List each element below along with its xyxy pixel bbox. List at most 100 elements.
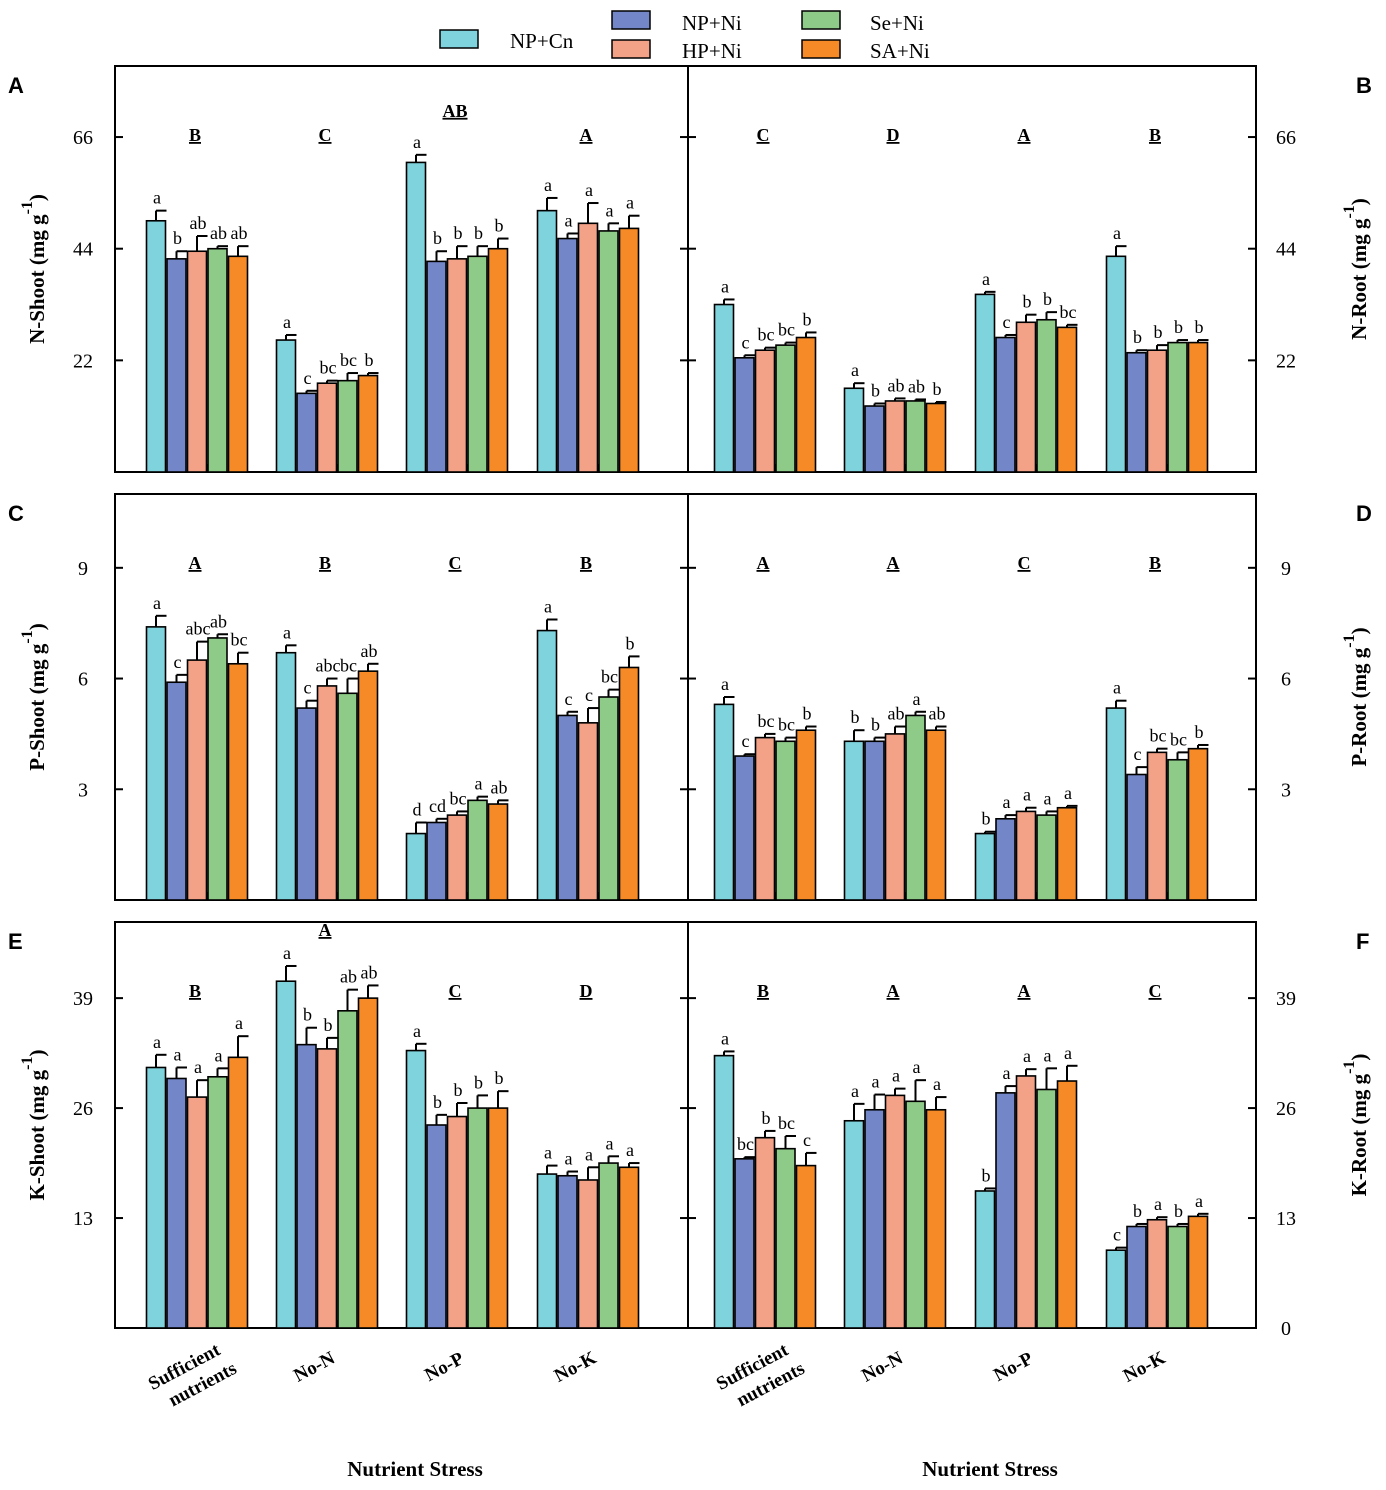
- bar: [357, 374, 379, 473]
- bar: [337, 692, 358, 901]
- x-category-label: No-K: [551, 1347, 600, 1386]
- x-category-label: No-P: [421, 1348, 468, 1386]
- panel-letter: E: [8, 929, 23, 954]
- group-letter: B: [189, 125, 201, 145]
- bar: [337, 379, 358, 473]
- y-axis-label-close: ): [25, 623, 49, 630]
- bar-letter: a: [413, 1021, 421, 1041]
- group-letter: AB: [442, 101, 467, 121]
- bar-letter: a: [413, 132, 421, 152]
- bar-letter: b: [803, 309, 812, 329]
- bar-letter: b: [871, 715, 880, 735]
- bar: [974, 1190, 996, 1329]
- bar-letter: ab: [361, 962, 378, 982]
- bar: [1146, 1218, 1168, 1329]
- bar-letter: a: [721, 276, 729, 296]
- bar-letter: a: [1064, 783, 1072, 803]
- bar-letter: b: [303, 1005, 312, 1025]
- group-letter: B: [1149, 553, 1161, 573]
- bar: [577, 1179, 599, 1329]
- bar: [426, 821, 447, 901]
- bar: [446, 1115, 468, 1329]
- group-letter: C: [1149, 981, 1162, 1001]
- bar-letter: a: [153, 593, 161, 613]
- y-axis-label-sup: -1: [1341, 205, 1358, 218]
- bar: [974, 293, 996, 473]
- bar-letter: c: [304, 368, 312, 388]
- y-axis-label: K-Root (mg g-1): [1341, 1054, 1371, 1197]
- bar: [296, 1043, 317, 1329]
- bar-letter: bc: [340, 656, 357, 676]
- bar: [905, 400, 926, 473]
- bar-letter: a: [982, 269, 990, 289]
- y-tick-label: 3: [78, 779, 88, 801]
- bar: [1126, 1225, 1147, 1329]
- bar-letter: b: [324, 1015, 333, 1035]
- bar-letter: ab: [361, 641, 378, 661]
- bar: [754, 736, 776, 901]
- bar-letter: ab: [210, 223, 227, 243]
- x-axis-title-left: Nutrient Stress: [347, 1457, 483, 1481]
- y-axis-label-main: P-Root (mg g: [1347, 647, 1371, 766]
- legend-label: HP+Ni: [682, 39, 742, 63]
- bar-letter: a: [1044, 788, 1052, 808]
- group-letter: A: [189, 553, 202, 573]
- bar-letter: ab: [929, 704, 946, 724]
- bar: [884, 400, 906, 473]
- bar-letter: a: [1113, 223, 1121, 243]
- panel-letter: C: [8, 501, 24, 526]
- bar-letter: bc: [778, 1113, 795, 1133]
- bar-letter: a: [1023, 785, 1031, 805]
- bar: [974, 832, 996, 901]
- bar: [227, 255, 249, 473]
- x-category-label: No-P: [990, 1348, 1037, 1386]
- bar: [843, 1119, 865, 1329]
- bar-letter: b: [1195, 317, 1204, 337]
- y-axis-label-sup: -1: [19, 1057, 36, 1070]
- bar-letter: a: [544, 175, 552, 195]
- bar: [145, 1066, 167, 1329]
- bar: [426, 1124, 447, 1329]
- bar-letter: bc: [320, 358, 337, 378]
- bar: [925, 729, 947, 901]
- bar: [536, 209, 558, 473]
- bar: [357, 670, 379, 901]
- bar-letter: a: [626, 193, 634, 213]
- bar-letter: a: [153, 188, 161, 208]
- bar-letter: bc: [601, 667, 618, 687]
- panel-letter: B: [1356, 73, 1372, 98]
- group-letter: B: [580, 553, 592, 573]
- bar-letter: abc: [186, 619, 211, 639]
- bar: [1015, 321, 1037, 473]
- bar-letter: a: [933, 1074, 941, 1094]
- bar: [734, 755, 755, 901]
- panel-frame-top: [114, 65, 1257, 473]
- bar-letter: b: [495, 216, 504, 236]
- bar-letter: ab: [888, 704, 905, 724]
- panel-letter: F: [1356, 929, 1369, 954]
- bar: [337, 1010, 358, 1329]
- y-axis-label-main: K-Root (mg g: [1347, 1073, 1371, 1196]
- bar: [467, 799, 488, 901]
- bar-letter: ab: [190, 213, 207, 233]
- bar: [1015, 1075, 1037, 1329]
- bar-letter: a: [1113, 678, 1121, 698]
- bar-letter: a: [283, 622, 291, 642]
- bar: [405, 161, 427, 473]
- bar: [598, 1162, 619, 1329]
- x-category-label: No-N: [858, 1348, 906, 1387]
- y-axis-label-main: N-Root (mg g: [1347, 218, 1371, 340]
- bar-letter: a: [565, 1149, 573, 1169]
- group-letter: B: [1149, 125, 1161, 145]
- bar: [713, 703, 735, 901]
- bar-letter: bc: [1060, 302, 1077, 322]
- bar: [275, 651, 297, 901]
- bar-letter: a: [913, 689, 921, 709]
- bar: [166, 681, 187, 901]
- bar-letter: b: [1174, 1201, 1183, 1221]
- legend-swatch: [611, 39, 651, 59]
